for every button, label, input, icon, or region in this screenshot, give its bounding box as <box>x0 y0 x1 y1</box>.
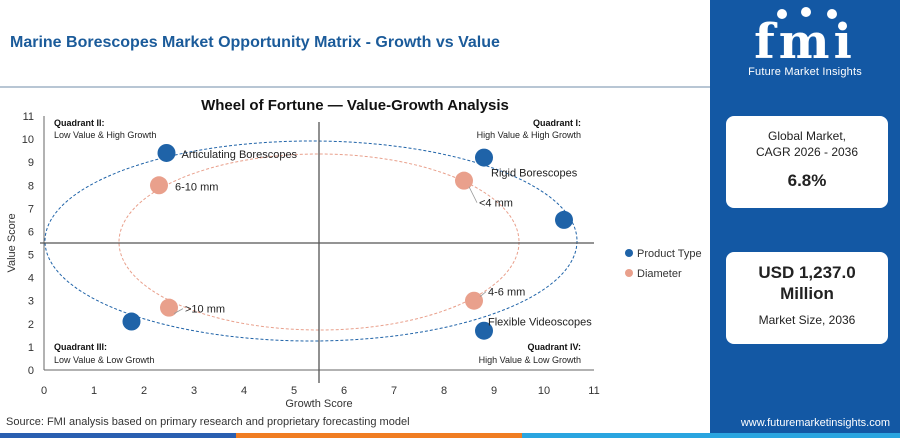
product-type-point <box>122 312 141 331</box>
point-label: Flexible Videoscopes <box>488 317 592 329</box>
y-tick-label: 9 <box>28 157 34 169</box>
page-title: Marine Borescopes Market Opportunity Mat… <box>10 34 500 51</box>
x-tick-label: 0 <box>41 385 47 397</box>
point-label-leader <box>468 186 478 203</box>
quadrant-subtitle: High Value & Low Growth <box>479 355 581 365</box>
x-tick-label: 5 <box>291 385 297 397</box>
x-tick-label: 10 <box>538 385 550 397</box>
quadrant-subtitle: Low Value & High Growth <box>54 130 156 140</box>
point-label: Articulating Borescopes <box>182 149 298 161</box>
x-tick-label: 8 <box>441 385 447 397</box>
point-label: 6-10 mm <box>175 181 218 193</box>
point-label: 4-6 mm <box>488 287 525 299</box>
y-tick-label: 6 <box>28 226 34 238</box>
market-size-card: USD 1,237.0 Million Market Size, 2036 <box>726 252 888 344</box>
y-tick-label: 5 <box>28 250 34 262</box>
y-tick-label: 3 <box>28 296 34 308</box>
opportunity-matrix-chart: Wheel of Fortune — Value-Growth Analysis… <box>6 97 702 410</box>
market-size-value-line1: USD 1,237.0 <box>758 263 856 282</box>
diameter-point <box>465 291 483 310</box>
source-note: Source: FMI analysis based on primary re… <box>6 416 410 428</box>
x-tick-label: 4 <box>241 385 247 397</box>
market-size-value-line2: Million <box>780 284 834 303</box>
cagr-label-line2: CAGR 2026 - 2036 <box>755 145 859 159</box>
diameter-point <box>455 171 473 190</box>
footer-url[interactable]: www.futuremarketinsights.com <box>740 417 890 429</box>
footer-stripe-cyan <box>522 433 900 438</box>
point-label-leader <box>479 291 487 298</box>
quadrant-subtitle: Low Value & Low Growth <box>54 355 154 365</box>
product-type-point <box>475 321 493 340</box>
legend-entry: Diameter <box>637 268 682 280</box>
x-axis-label: Growth Score <box>285 398 352 410</box>
point-label: <4 mm <box>479 198 513 210</box>
footer-stripe-blue <box>0 433 236 438</box>
y-tick-label: 11 <box>23 111 34 123</box>
y-tick-label: 10 <box>22 134 34 146</box>
x-tick-label: 7 <box>391 385 397 397</box>
y-axis-label: Value Score <box>6 213 18 272</box>
header-divider <box>0 86 710 88</box>
quadrant-title: Quadrant II: <box>54 118 105 128</box>
cagr-card: Global Market, CAGR 2026 - 2036 6.8% <box>726 116 888 208</box>
brand-sidebar: fmi Future Market Insights Global Market… <box>710 0 900 438</box>
diameter-point <box>150 176 168 195</box>
chart-title: Wheel of Fortune — Value-Growth Analysis <box>201 97 509 114</box>
outer-ellipse <box>44 140 578 342</box>
quadrant-title: Quadrant III: <box>54 342 107 352</box>
footer-stripe-orange <box>236 433 522 438</box>
point-label: >10 mm <box>185 304 225 316</box>
product-type-point <box>157 143 176 162</box>
x-tick-label: 3 <box>191 385 197 397</box>
y-tick-label: 0 <box>28 365 34 377</box>
y-tick-label: 4 <box>28 273 34 285</box>
y-tick-label: 2 <box>28 319 34 331</box>
quadrant-title: Quadrant I: <box>533 118 581 128</box>
quadrant-subtitle: High Value & High Growth <box>477 130 581 140</box>
legend-entry: Product Type <box>637 248 702 260</box>
point-label-leader <box>173 308 184 315</box>
x-tick-label: 1 <box>91 385 97 397</box>
cagr-value: 6.8% <box>787 171 827 190</box>
legend-marker <box>625 249 633 257</box>
diameter-point <box>160 298 178 317</box>
legend-marker <box>625 269 633 277</box>
fmi-logo: fmi <box>754 7 856 70</box>
fmi-logo-wordmark: fmi <box>754 14 856 70</box>
logo-tagline: Future Market Insights <box>748 66 862 78</box>
x-tick-label: 9 <box>491 385 497 397</box>
y-tick-label: 1 <box>28 342 34 354</box>
product-type-point <box>475 148 493 167</box>
y-tick-label: 8 <box>28 180 34 192</box>
point-label: Rigid Borescopes <box>491 168 578 180</box>
quadrant-title: Quadrant IV: <box>527 342 581 352</box>
x-tick-label: 11 <box>588 385 599 397</box>
cagr-label-line1: Global Market, <box>767 129 847 143</box>
market-size-label: Market Size, 2036 <box>758 313 856 327</box>
x-tick-label: 6 <box>341 385 347 397</box>
y-tick-label: 7 <box>28 203 34 215</box>
inner-ellipse <box>118 153 520 331</box>
x-tick-label: 2 <box>141 385 147 397</box>
product-type-point <box>555 210 573 229</box>
